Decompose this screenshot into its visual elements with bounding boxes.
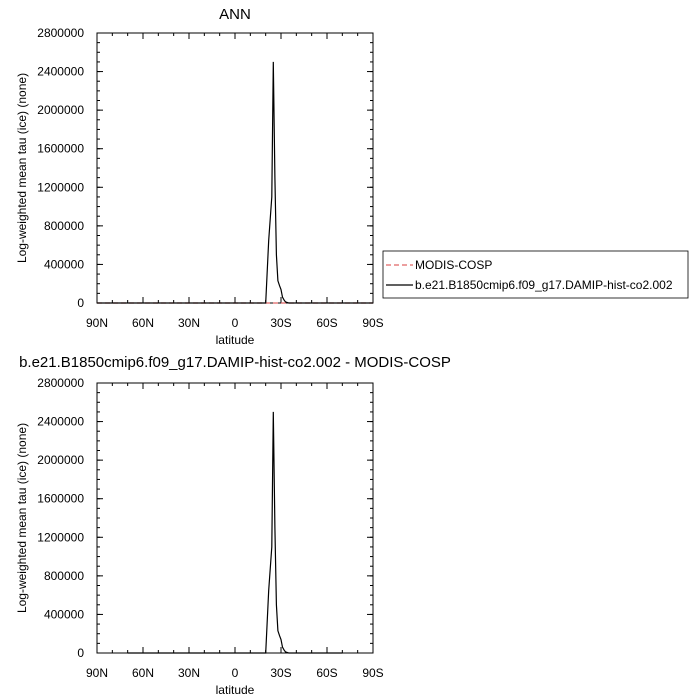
x-tick-label: 60N xyxy=(132,666,154,680)
y-tick-label: 2400000 xyxy=(37,415,84,429)
x-tick-label: 90N xyxy=(86,666,108,680)
y-tick-label: 800000 xyxy=(44,219,84,233)
legend-label: b.e21.B1850cmip6.f09_g17.DAMIP-hist-co2.… xyxy=(415,278,673,292)
x-tick-label: 60N xyxy=(132,316,154,330)
x-tick-label: 30N xyxy=(178,316,200,330)
series-line-1 xyxy=(127,411,343,654)
y-tick-label: 2800000 xyxy=(37,26,84,40)
x-tick-label: 0 xyxy=(232,666,239,680)
y-tick-label: 400000 xyxy=(44,607,84,621)
x-tick-label: 30S xyxy=(270,666,291,680)
x-tick-label: 30S xyxy=(270,316,291,330)
y-tick-label: 1200000 xyxy=(37,530,84,544)
y-tick-label: 1600000 xyxy=(37,492,84,506)
x-tick-label: 0 xyxy=(232,316,239,330)
panel-2: b.e21.B1850cmip6.f09_g17.DAMIP-hist-co2.… xyxy=(15,354,451,697)
x-axis-label: latitude xyxy=(216,333,255,347)
y-tick-label: 800000 xyxy=(44,569,84,583)
y-tick-label: 2400000 xyxy=(37,65,84,79)
panel-1: ANN Log-weighted mean tau (ice) (none) lat… xyxy=(15,6,689,347)
x-tick-label: 90S xyxy=(362,666,383,680)
x-tick-label: 90S xyxy=(362,316,383,330)
y-tick-label: 1600000 xyxy=(37,142,84,156)
legend-label: MODIS-COSP xyxy=(415,258,492,272)
plot-frame xyxy=(96,32,374,304)
x-tick-label: 30N xyxy=(178,666,200,680)
y-axis-label: Log-weighted mean tau (ice) (none) xyxy=(15,423,29,613)
x-tick-label: 60S xyxy=(316,666,337,680)
panel-title: b.e21.B1850cmip6.f09_g17.DAMIP-hist-co2.… xyxy=(19,354,451,371)
legend-box xyxy=(382,250,689,299)
legend: MODIS-COSP b.e21.B1850cmip6.f09_g17.DAMIP… xyxy=(382,250,689,299)
y-tick-label: 2800000 xyxy=(37,376,84,390)
series-line-2 xyxy=(97,61,373,304)
x-axis-label: latitude xyxy=(216,683,255,697)
y-tick-label: 400000 xyxy=(44,257,84,271)
x-tick-label: 90N xyxy=(86,316,108,330)
y-tick-label: 2000000 xyxy=(37,453,84,467)
y-tick-label: 0 xyxy=(77,296,84,310)
y-tick-label: 1200000 xyxy=(37,180,84,194)
x-tick-label: 60S xyxy=(316,316,337,330)
y-tick-label: 0 xyxy=(77,646,84,660)
y-axis-label: Log-weighted mean tau (ice) (none) xyxy=(15,73,29,263)
plot-frame xyxy=(96,382,374,654)
panel-title: ANN xyxy=(219,6,251,23)
y-tick-label: 2000000 xyxy=(37,103,84,117)
